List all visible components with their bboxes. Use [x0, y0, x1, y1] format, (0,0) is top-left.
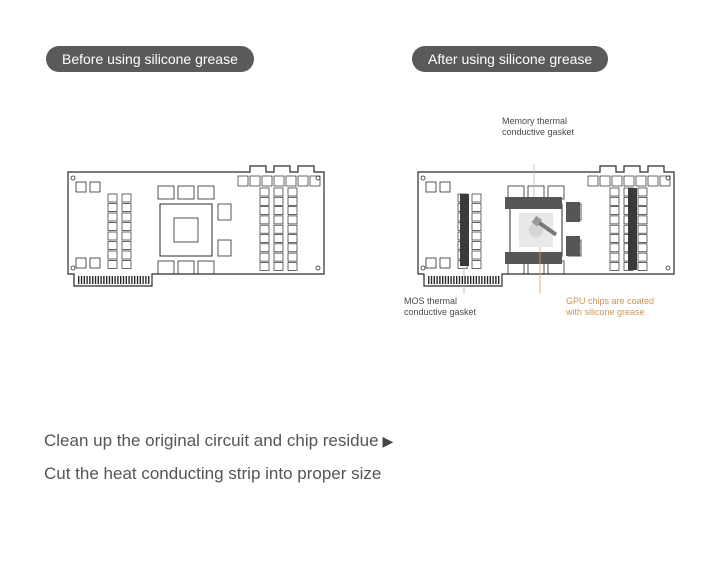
- stage: Before using silicone grease After using…: [0, 0, 720, 576]
- instruction-row-1: Clean up the original circuit and chip r…: [44, 425, 393, 457]
- header-pill-after: After using silicone grease: [412, 46, 608, 72]
- annotation-memory: Memory thermalconductive gasket: [502, 116, 574, 138]
- instruction-1-text: Clean up the original circuit and chip r…: [44, 425, 379, 457]
- header-after-text: After using silicone grease: [428, 51, 592, 67]
- instructions-block: Clean up the original circuit and chip r…: [44, 425, 393, 490]
- annotation-memory-text: Memory thermalconductive gasket: [502, 116, 574, 137]
- annotation-gpu: GPU chips are coatedwith silicone grease: [566, 296, 654, 318]
- mos-pad-right: [628, 188, 637, 270]
- annotation-mos-text: MOS thermalconductive gasket: [404, 296, 476, 317]
- pcb-diagram-before: [66, 164, 326, 294]
- annotation-gpu-text: GPU chips are coatedwith silicone grease: [566, 296, 654, 317]
- header-before-text: Before using silicone grease: [62, 51, 238, 67]
- header-pill-before: Before using silicone grease: [46, 46, 254, 72]
- mem-pad-top: [505, 197, 562, 209]
- instruction-row-2: Cut the heat conducting strip into prope…: [44, 458, 393, 490]
- mem-pad-right-bot: [566, 236, 580, 256]
- annotation-mos: MOS thermalconductive gasket: [404, 296, 476, 318]
- pcb-diagram-after: [416, 164, 676, 294]
- instruction-2-text: Cut the heat conducting strip into prope…: [44, 458, 381, 490]
- mos-pad-left: [460, 194, 469, 266]
- mem-pad-right-top: [566, 202, 580, 222]
- arrow-icon: ▶: [383, 428, 394, 455]
- mem-pad-bottom: [505, 252, 562, 264]
